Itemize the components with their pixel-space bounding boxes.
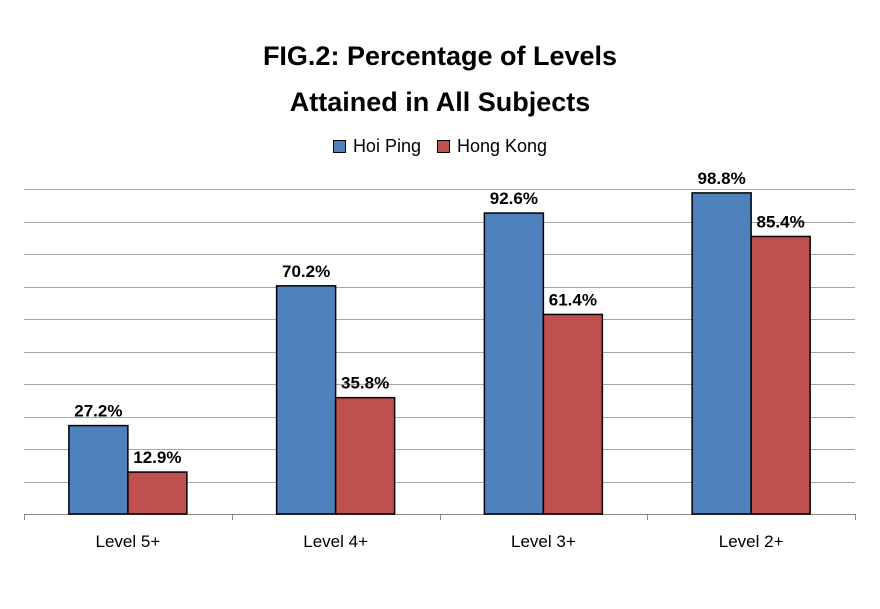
data-label: 85.4%: [757, 212, 805, 231]
legend-swatch-hoi-ping: [332, 140, 346, 153]
legend: Hoi Ping Hong Kong: [0, 136, 880, 157]
data-label: 98.8%: [698, 169, 746, 188]
chart-title-line-1: FIG.2: Percentage of Levels: [262, 41, 618, 71]
data-label: 61.4%: [549, 290, 597, 309]
data-label: 27.2%: [74, 402, 122, 421]
bar: [68, 424, 129, 515]
x-tick-label: Level 3+: [511, 532, 576, 551]
x-tick-label: Level 4+: [303, 532, 368, 551]
data-label: 12.9%: [133, 448, 181, 467]
bar: [750, 235, 811, 515]
bar: [691, 192, 752, 515]
bar: [334, 396, 396, 515]
chart-title-line-2: Attained in All Subjects: [289, 87, 591, 117]
bar: [483, 212, 545, 515]
data-label: 70.2%: [282, 262, 330, 281]
bar: [275, 285, 337, 515]
x-tick-label: Level 2+: [719, 532, 784, 551]
legend-swatch-hong-kong: [436, 140, 450, 153]
data-label: 35.8%: [341, 374, 389, 393]
legend-item-hoi-ping: Hoi Ping: [332, 136, 421, 157]
bar: [127, 471, 188, 515]
bar: [542, 313, 604, 515]
legend-label-hoi-ping: Hoi Ping: [352, 136, 421, 156]
x-tick-label: Level 5+: [96, 532, 161, 551]
legend-item-hong-kong: Hong Kong: [436, 136, 548, 157]
legend-label-hong-kong: Hong Kong: [456, 136, 548, 156]
data-label: 92.6%: [490, 189, 538, 208]
